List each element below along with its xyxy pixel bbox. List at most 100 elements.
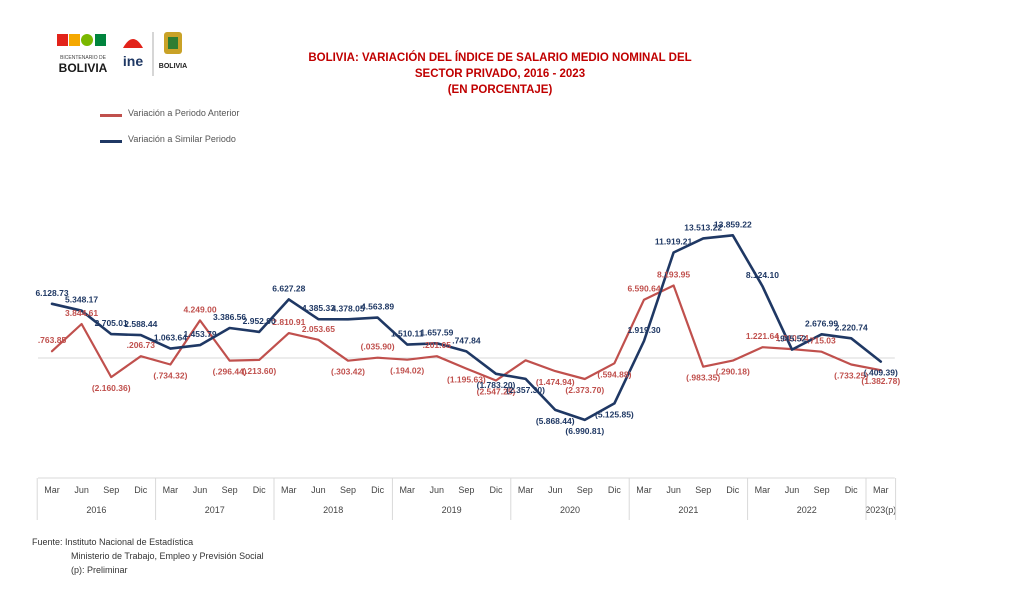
data-label-periodo-anterior: (2.160.36) <box>92 383 131 393</box>
data-label-periodo-anterior: (.194.02) <box>390 366 424 376</box>
data-label-similar-periodo: 13.513.22 <box>684 222 722 232</box>
chart-title-line1: BOLIVIA: VARIACIÓN DEL ÍNDICE DE SALARIO… <box>308 52 692 64</box>
year-group-label: 2017 <box>205 505 225 515</box>
data-label-periodo-anterior: 1.221.64 <box>746 331 779 341</box>
source-note: Fuente: Instituto Nacional de Estadístic… <box>32 535 264 577</box>
chart-title-line2: SECTOR PRIVADO, 2016 - 2023 <box>414 68 586 80</box>
x-tick-label: Dic <box>608 485 621 495</box>
x-tick-label: Mar <box>399 485 415 495</box>
x-tick-label: Sep <box>340 485 356 495</box>
data-label-periodo-anterior: (2.373.70) <box>565 385 604 395</box>
x-tick-label: Dic <box>845 485 858 495</box>
data-label-similar-periodo: 3.386.56 <box>213 312 246 322</box>
data-label-periodo-anterior: (.290.18) <box>716 367 750 377</box>
x-tick-label: Jun <box>548 485 563 495</box>
data-label-similar-periodo: 4.385.33 <box>302 303 335 313</box>
data-label-similar-periodo: .747.84 <box>452 335 481 345</box>
data-label-periodo-anterior: 1.010.74 <box>775 333 808 343</box>
svg-text:BOLIVIA: BOLIVIA <box>159 63 187 70</box>
data-label-periodo-anterior: 8.193.95 <box>657 269 690 279</box>
data-label-periodo-anterior: 3.844.61 <box>65 308 98 318</box>
year-group-label: 2021 <box>678 505 698 515</box>
data-label-periodo-anterior: (.213.60) <box>242 366 276 376</box>
year-group-label: 2019 <box>442 505 462 515</box>
x-tick-label: Mar <box>873 485 889 495</box>
data-label-similar-periodo: (2.357.30) <box>506 385 545 395</box>
data-label-periodo-anterior: (.035.90) <box>361 342 395 352</box>
x-tick-label: Jun <box>193 485 208 495</box>
data-label-periodo-anterior: 2.810.91 <box>272 317 305 327</box>
legend-label-periodo-anterior: Variación a Periodo Anterior <box>128 108 240 118</box>
data-label-similar-periodo: 1.919.30 <box>627 325 660 335</box>
data-label-similar-periodo: 6.627.28 <box>272 283 305 293</box>
chart-title: BOLIVIA: VARIACIÓN DEL ÍNDICE DE SALARIO… <box>300 50 700 98</box>
ine-logo: ine <box>123 39 143 69</box>
data-label-periodo-anterior: .715.03 <box>807 336 836 346</box>
data-label-similar-periodo: 6.128.73 <box>35 288 68 298</box>
svg-text:ine: ine <box>123 53 143 69</box>
data-label-similar-periodo: 2.952.90 <box>243 316 276 326</box>
data-label-similar-periodo: 11.919.21 <box>655 237 693 247</box>
data-label-similar-periodo: 2.220.74 <box>835 322 868 332</box>
x-tick-label: Jun <box>785 485 800 495</box>
data-label-similar-periodo: 2.588.44 <box>124 319 157 329</box>
data-label-periodo-anterior: .206.73 <box>127 340 156 350</box>
data-label-periodo-anterior: 4.249.00 <box>183 304 216 314</box>
data-label-periodo-anterior: 2.053.65 <box>302 324 335 334</box>
source-line-1: Fuente: Instituto Nacional de Estadístic… <box>32 537 194 547</box>
logos: BICENTENARIO DE BOLIVIA ine BOLIVIA <box>55 28 195 84</box>
data-label-similar-periodo: 1.510.11 <box>391 329 424 339</box>
x-tick-label: Mar <box>755 485 771 495</box>
year-group-label: 2023(p) <box>865 505 896 515</box>
x-tick-label: Sep <box>103 485 119 495</box>
data-label-similar-periodo: 4.378.05 <box>331 303 364 313</box>
x-tick-label: Mar <box>636 485 652 495</box>
data-label-similar-periodo: 13.859.22 <box>714 219 752 229</box>
x-tick-label: Sep <box>458 485 474 495</box>
data-label-periodo-anterior: (.983.35) <box>686 373 720 383</box>
series-line-similar-periodo <box>50 234 883 422</box>
x-tick-label: Dic <box>134 485 147 495</box>
data-label-similar-periodo: (6.990.81) <box>565 426 604 436</box>
x-tick-label: Sep <box>222 485 238 495</box>
x-tick-label: Jun <box>311 485 326 495</box>
x-tick-label: Jun <box>74 485 89 495</box>
x-tick-label: Mar <box>518 485 534 495</box>
x-tick-label: Mar <box>281 485 297 495</box>
chart-subtitle: (EN PORCENTAJE) <box>447 84 553 96</box>
x-tick-label: Mar <box>44 485 60 495</box>
data-label-similar-periodo: 1.063.64 <box>154 333 187 343</box>
data-label-periodo-anterior: (.594.88) <box>597 369 631 379</box>
data-label-similar-periodo: .945.52 <box>778 334 807 344</box>
data-label-similar-periodo: (1.783.20) <box>477 380 516 390</box>
source-line-2: Ministerio de Trabajo, Empleo y Previsió… <box>71 551 264 561</box>
bicentenario-logo: BICENTENARIO DE BOLIVIA <box>57 34 108 75</box>
data-label-similar-periodo: (5.868.44) <box>536 416 575 426</box>
x-tick-label: Sep <box>695 485 711 495</box>
year-group-label: 2016 <box>86 505 106 515</box>
legend-swatch-periodo-anterior <box>100 114 122 117</box>
data-label-similar-periodo: (5.125.85) <box>595 409 634 419</box>
data-label-similar-periodo: 2.676.99 <box>805 318 838 328</box>
x-tick-label: Dic <box>253 485 266 495</box>
data-label-periodo-anterior: (.296.44) <box>213 367 247 377</box>
data-label-similar-periodo: 4.563.89 <box>361 302 394 312</box>
series-line-periodo-anterior <box>50 284 882 382</box>
year-group-label: 2018 <box>323 505 343 515</box>
x-tick-label: Sep <box>577 485 593 495</box>
svg-text:BICENTENARIO DE: BICENTENARIO DE <box>60 55 107 61</box>
x-tick-label: Mar <box>163 485 179 495</box>
data-label-periodo-anterior: (.303.42) <box>331 367 365 377</box>
data-label-periodo-anterior: .763.85 <box>38 335 67 345</box>
data-label-periodo-anterior: (1.195.63) <box>447 375 486 385</box>
source-line-3: (p): Preliminar <box>71 565 128 575</box>
data-label-similar-periodo: 1.657.59 <box>420 327 453 337</box>
data-label-periodo-anterior: (1.474.94) <box>536 377 575 387</box>
data-label-similar-periodo: 1.453.79 <box>183 329 216 339</box>
data-label-periodo-anterior: (2.547.25) <box>477 387 516 397</box>
data-label-periodo-anterior: (1.382.78) <box>861 376 900 386</box>
x-tick-label: Dic <box>490 485 503 495</box>
x-tick-label: Dic <box>371 485 384 495</box>
x-tick-label: Jun <box>666 485 681 495</box>
